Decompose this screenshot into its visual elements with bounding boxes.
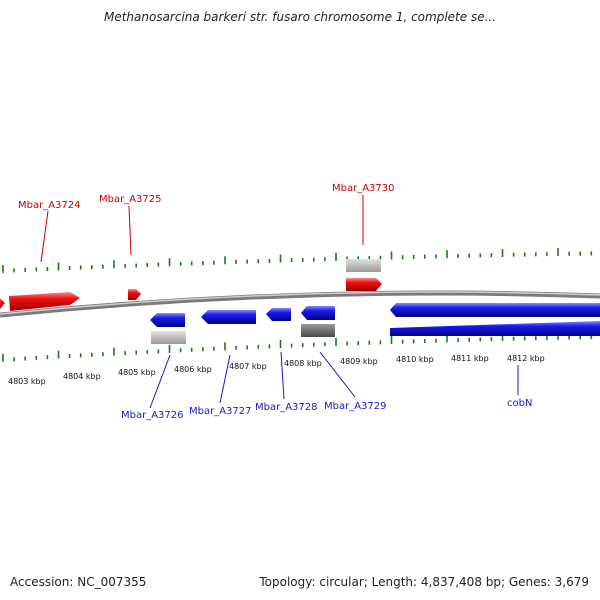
gene-mbar-a3726-arrow[interactable]	[150, 313, 185, 327]
gene-cobn-lower-arrow[interactable]	[390, 321, 600, 336]
gene-label-mbar-a3730[interactable]: Mbar_A3730	[332, 183, 395, 194]
gene-cobn-upper-arrow[interactable]	[390, 303, 600, 317]
inner-tick-marks	[2, 331, 593, 362]
kbp-label-4810: 4810 kbp	[396, 355, 434, 364]
callout-line-mbar-a3724	[40, 210, 49, 263]
gene-mbar-a3724-arrow[interactable]	[9, 292, 80, 311]
kbp-label-4808: 4808 kbp	[284, 359, 322, 368]
gene-mbar-a3725-arrow[interactable]	[128, 289, 141, 300]
callout-line-mbar-a3727	[219, 354, 231, 404]
callout-line-mbar-a3729	[319, 351, 356, 398]
gene-fwd-left-edge[interactable]	[0, 298, 5, 309]
accession-text: Accession: NC_007355	[10, 575, 147, 589]
backbone-track	[0, 290, 600, 318]
map-title: Methanosarcina barkeri str. fusaro chrom…	[103, 10, 497, 24]
genome-summary-text: Topology: circular; Length: 4,837,408 bp…	[259, 575, 589, 589]
gene-label-mbar-a3728[interactable]: Mbar_A3728	[255, 402, 318, 413]
kbp-label-4812: 4812 kbp	[507, 354, 545, 363]
kbp-label-4811: 4811 kbp	[451, 354, 489, 363]
backbone-highlight	[0, 291, 600, 315]
kbp-label-4805: 4805 kbp	[118, 368, 156, 377]
gray-feature-a3729[interactable]	[301, 324, 335, 337]
outer-tick-marks	[2, 247, 593, 273]
gene-label-mbar-a3727[interactable]: Mbar_A3727	[189, 406, 252, 417]
kbp-label-4806: 4806 kbp	[174, 365, 212, 374]
gene-mbar-a3728-arrow[interactable]	[266, 308, 291, 321]
kbp-label-4804: 4804 kbp	[63, 372, 101, 381]
gray-feature-a3730[interactable]	[346, 259, 381, 272]
gene-label-mbar-a3724[interactable]: Mbar_A3724	[18, 200, 81, 211]
callout-line-mbar-a3726	[149, 354, 171, 409]
kbp-label-4803: 4803 kbp	[8, 377, 46, 386]
gene-label-mbar-a3726[interactable]: Mbar_A3726	[121, 410, 184, 421]
gene-mbar-a3729-arrow[interactable]	[301, 306, 335, 320]
kbp-label-4809: 4809 kbp	[340, 357, 378, 366]
gene-label-mbar-a3729[interactable]: Mbar_A3729	[324, 401, 387, 412]
gene-label-mbar-a3725[interactable]: Mbar_A3725	[99, 194, 162, 205]
callout-line-mbar-a3728	[280, 351, 285, 400]
gray-feature-a3726[interactable]	[151, 331, 186, 344]
callout-line-mbar-a3725	[128, 205, 132, 256]
gene-mbar-a3727-arrow[interactable]	[201, 310, 256, 324]
gene-label-cobn[interactable]: cobN	[507, 398, 532, 409]
kbp-label-4807: 4807 kbp	[229, 362, 267, 371]
gene-mbar-a3730-arrow[interactable]	[346, 278, 382, 291]
